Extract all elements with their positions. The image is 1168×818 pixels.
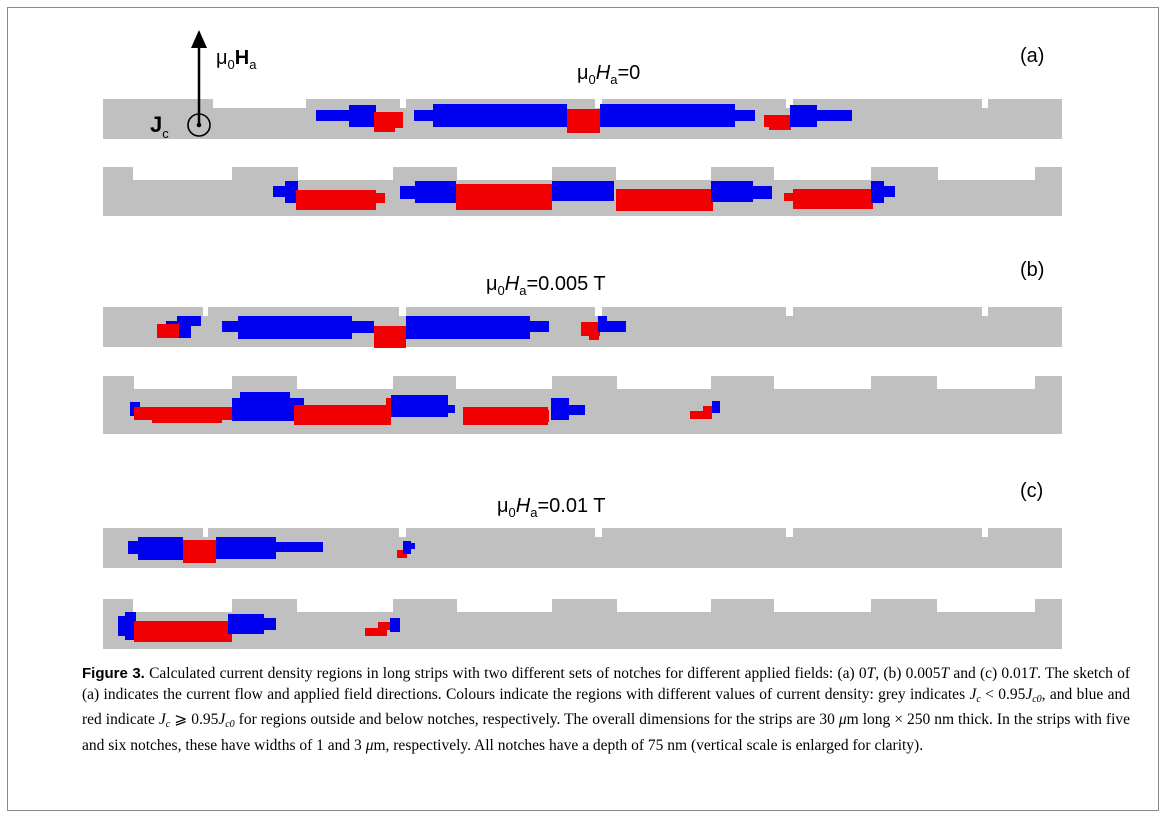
blue-current-region bbox=[552, 181, 614, 201]
blue-current-region bbox=[349, 105, 376, 127]
blue-current-region bbox=[216, 537, 276, 559]
blue-current-region bbox=[526, 321, 549, 332]
red-current-region bbox=[378, 622, 390, 630]
blue-current-region bbox=[598, 321, 626, 332]
panel-label-a: (a) bbox=[1020, 45, 1044, 67]
panel-label-b: (b) bbox=[1020, 259, 1044, 281]
blue-current-region bbox=[348, 321, 374, 333]
figure-3-plot: μ0Ha Jc (a) μ0Ha=0 (b) μ0Ha=0.005 T (c) … bbox=[103, 30, 1062, 649]
red-current-region bbox=[474, 410, 549, 422]
blue-current-region bbox=[240, 392, 290, 400]
current-regions-layer bbox=[118, 104, 895, 642]
blue-current-region bbox=[228, 614, 264, 634]
blue-current-region bbox=[316, 110, 355, 121]
blue-current-region bbox=[733, 110, 755, 121]
regions-b-five bbox=[157, 316, 626, 348]
regions-b-six bbox=[130, 392, 720, 425]
red-current-region bbox=[183, 540, 216, 563]
regions-c-five bbox=[128, 537, 415, 563]
blue-current-region bbox=[222, 321, 242, 332]
strip-c-five bbox=[103, 528, 1062, 568]
red-current-region bbox=[456, 184, 552, 210]
red-current-region bbox=[152, 413, 222, 423]
red-current-region bbox=[374, 118, 395, 132]
regions-a-six bbox=[273, 181, 895, 211]
blue-current-region bbox=[138, 537, 183, 560]
blue-current-region bbox=[262, 618, 276, 630]
blue-current-region bbox=[415, 181, 456, 203]
field-text-c: μ0Ha=0.01 T bbox=[497, 495, 605, 520]
blue-current-region bbox=[232, 398, 304, 421]
red-current-region bbox=[296, 190, 376, 210]
regions-c-six bbox=[118, 612, 400, 642]
red-current-region bbox=[589, 330, 599, 340]
red-current-region bbox=[616, 189, 713, 211]
red-current-region bbox=[365, 628, 387, 636]
red-current-region bbox=[294, 405, 391, 425]
blue-current-region bbox=[433, 104, 567, 127]
field-text-b: μ0Ha=0.005 T bbox=[486, 273, 606, 298]
field-text-a: μ0Ha=0 bbox=[577, 62, 640, 87]
blue-current-region bbox=[600, 104, 735, 127]
red-current-region bbox=[567, 109, 600, 133]
blue-current-region bbox=[285, 181, 298, 203]
blue-current-region bbox=[125, 612, 136, 640]
blue-current-region bbox=[551, 398, 569, 420]
blue-current-region bbox=[177, 316, 191, 338]
red-current-region bbox=[690, 411, 712, 419]
blue-current-region bbox=[276, 542, 323, 552]
red-current-region bbox=[784, 193, 800, 201]
blue-current-region bbox=[390, 618, 400, 632]
field-arrowhead-icon bbox=[191, 30, 207, 48]
blue-current-region bbox=[414, 110, 436, 121]
red-current-region bbox=[157, 324, 179, 338]
blue-current-region bbox=[598, 316, 607, 326]
figure-frame bbox=[7, 7, 1159, 811]
figure-caption: Figure 3. Calculated current density reg… bbox=[82, 665, 1130, 754]
red-current-region bbox=[769, 120, 791, 130]
blue-current-region bbox=[712, 401, 720, 413]
blue-current-region bbox=[567, 405, 585, 415]
current-dot-icon bbox=[196, 122, 202, 128]
blue-current-region bbox=[407, 543, 415, 549]
red-current-region bbox=[374, 326, 406, 348]
blue-current-region bbox=[790, 105, 817, 127]
blue-current-region bbox=[711, 181, 753, 202]
red-current-region bbox=[370, 193, 385, 203]
red-current-region bbox=[793, 189, 873, 209]
red-current-region bbox=[397, 550, 407, 558]
blue-current-region bbox=[391, 395, 448, 417]
blue-current-region bbox=[406, 316, 530, 339]
red-current-region bbox=[134, 621, 232, 642]
field-label: μ0Ha bbox=[216, 47, 257, 72]
blue-current-region bbox=[238, 316, 352, 339]
red-current-region bbox=[703, 406, 719, 413]
regions-a-five bbox=[316, 104, 852, 133]
blue-current-region bbox=[880, 186, 895, 197]
caption-label: Figure 3. bbox=[82, 665, 145, 682]
current-out-of-page-icon bbox=[187, 113, 211, 137]
blue-current-region bbox=[750, 186, 772, 199]
blue-current-region bbox=[448, 405, 455, 413]
panel-label-c: (c) bbox=[1020, 480, 1043, 502]
blue-current-region bbox=[815, 110, 852, 121]
strip-c-six bbox=[103, 599, 1062, 649]
blue-current-region bbox=[190, 316, 201, 326]
